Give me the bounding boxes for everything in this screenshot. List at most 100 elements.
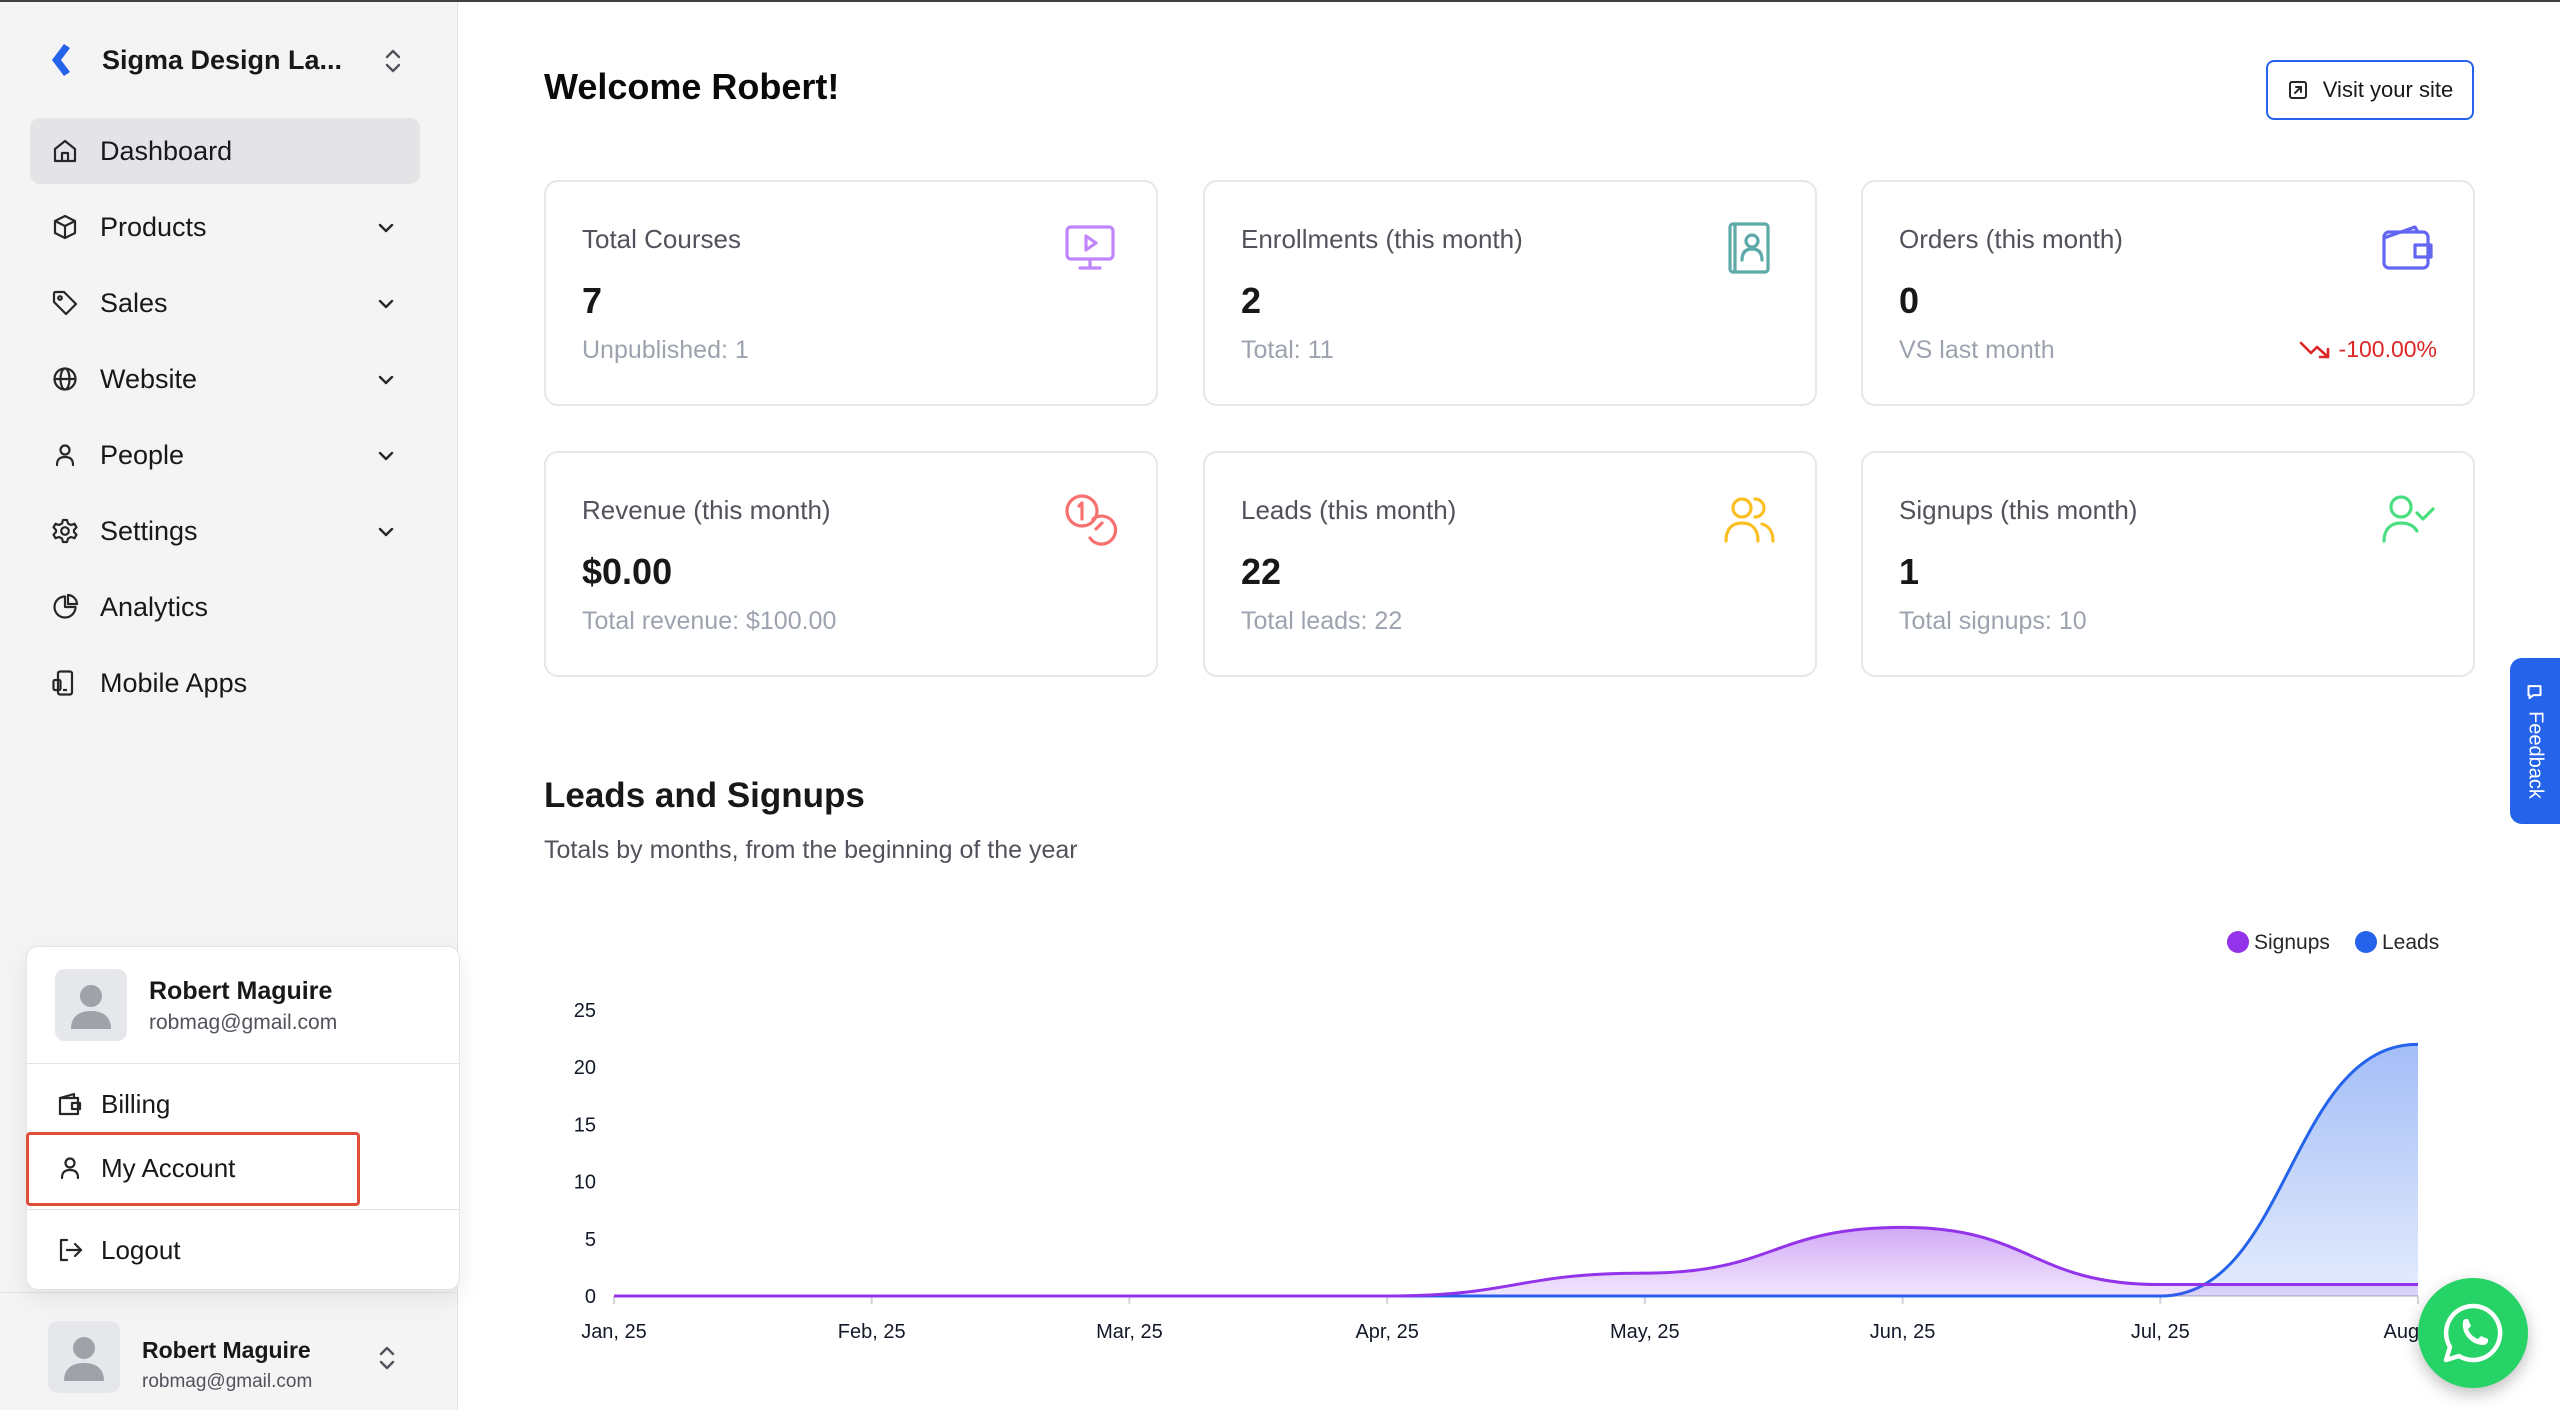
- menu-item-billing[interactable]: Billing: [55, 1079, 375, 1129]
- sidebar-item-sales[interactable]: Sales: [30, 270, 420, 336]
- org-switcher[interactable]: Sigma Design La...: [46, 36, 406, 84]
- sidebar-item-mobile-apps[interactable]: Mobile Apps: [30, 650, 420, 716]
- whatsapp-button[interactable]: [2418, 1278, 2528, 1388]
- menu-item-label: Billing: [101, 1088, 171, 1119]
- avatar-placeholder-icon: [71, 985, 111, 1029]
- card-subtitle: Total signups: 10: [1899, 607, 2087, 635]
- card-title: Signups (this month): [1899, 495, 2138, 525]
- avatar: [55, 969, 127, 1041]
- card-value: 22: [1241, 551, 1282, 592]
- visit-site-button[interactable]: Visit your site: [2266, 60, 2474, 120]
- menu-item-logout[interactable]: Logout: [55, 1225, 375, 1275]
- stat-card-leads: Leads (this month) 22 Total leads: 22: [1203, 451, 1817, 677]
- sidebar-item-label: Settings: [100, 515, 198, 546]
- legend-marker: [2355, 931, 2377, 953]
- feedback-tab[interactable]: Feedback: [2510, 658, 2560, 824]
- user-menu-popup: Robert Maguire robmag@gmail.com Billing …: [26, 946, 460, 1290]
- globe-icon: [53, 367, 77, 391]
- stat-card-revenue: Revenue (this month) $0.00 Total revenue…: [544, 451, 1158, 677]
- monitor-play-icon: [1065, 225, 1115, 270]
- x-tick-label: Mar, 25: [1096, 1321, 1163, 1343]
- sidebar-item-label: Sales: [100, 287, 168, 318]
- chevron-down-icon: [378, 451, 394, 461]
- y-tick-label: 15: [574, 1114, 596, 1136]
- delta-value: -100.00%: [2338, 336, 2437, 362]
- pie-chart-icon: [53, 593, 79, 619]
- menu-item-label: My Account: [101, 1152, 236, 1183]
- external-link-icon: [2288, 81, 2307, 99]
- divider: [27, 1209, 459, 1210]
- box-icon: [53, 214, 77, 240]
- leads-signups-chart: 0 5 10 15 20 25 Jan, 25 Feb, 25 Mar, 25 Apr, 25 Ma…: [574, 931, 2452, 1343]
- card-value: 2: [1241, 280, 1262, 321]
- top-border: [0, 0, 2560, 2]
- card-subtitle: VS last month: [1899, 336, 2055, 364]
- wallet-icon: [58, 1092, 82, 1116]
- y-tick-label: 0: [585, 1286, 596, 1308]
- sidebar-nav: Dashboard Products Sales Website: [30, 118, 420, 726]
- sidebar-item-products[interactable]: Products: [30, 194, 420, 260]
- sidebar-item-website[interactable]: Website: [30, 346, 420, 412]
- mobile-icon: [52, 670, 74, 696]
- card-subtitle: Total: 11: [1241, 336, 1334, 364]
- sidebar-item-settings[interactable]: Settings: [30, 498, 420, 564]
- sidebar-item-dashboard[interactable]: Dashboard: [30, 118, 420, 184]
- stat-card-enrollments: Enrollments (this month) 2 Total: 11: [1203, 180, 1817, 406]
- sidebar-item-label: Products: [100, 211, 207, 242]
- stat-card-signups: Signups (this month) 1 Total signups: 10: [1861, 451, 2475, 677]
- card-subtitle: Total revenue: $100.00: [582, 607, 837, 635]
- visit-site-label: Visit your site: [2322, 77, 2454, 102]
- trending-down-icon: [2299, 341, 2329, 358]
- card-title: Revenue (this month): [582, 495, 831, 525]
- legend-label: Signups: [2254, 931, 2330, 954]
- brand-logo-icon: [52, 44, 70, 76]
- x-tick-label: Feb, 25: [838, 1321, 906, 1343]
- signups-area: [614, 1227, 2418, 1296]
- section-title: Leads and Signups: [544, 776, 865, 815]
- section-subtitle: Totals by months, from the beginning of …: [544, 836, 1078, 864]
- logout-icon: [59, 1238, 83, 1262]
- sidebar-item-label: Website: [100, 363, 198, 394]
- user-name: Robert Maguire: [142, 1337, 311, 1363]
- user-email: robmag@gmail.com: [142, 1371, 313, 1392]
- card-title: Total Courses: [582, 224, 741, 254]
- org-name: Sigma Design La...: [102, 44, 343, 75]
- x-tick-label: Jan, 25: [581, 1321, 647, 1343]
- divider: [27, 1063, 459, 1064]
- user-check-icon: [2382, 495, 2435, 543]
- x-tick-label: Jul, 25: [2131, 1321, 2190, 1343]
- sidebar-item-label: People: [100, 439, 185, 470]
- y-tick-label: 10: [574, 1172, 596, 1194]
- stat-card-orders: Orders (this month) 0 VS last month -100…: [1861, 180, 2475, 406]
- chevron-down-icon: [378, 527, 394, 537]
- user-email: robmag@gmail.com: [149, 1011, 338, 1034]
- stat-card-total-courses: Total Courses 7 Unpublished: 1: [544, 180, 1158, 406]
- sidebar-item-analytics[interactable]: Analytics: [30, 574, 420, 640]
- chat-bubble-icon: [2528, 685, 2542, 700]
- user-switcher[interactable]: Robert Maguire robmag@gmail.com: [0, 1292, 458, 1410]
- menu-item-label: Logout: [101, 1234, 181, 1265]
- card-value: 7: [582, 280, 603, 321]
- chevrons-up-down-icon[interactable]: [374, 1343, 400, 1373]
- sidebar-item-label: Dashboard: [100, 135, 233, 166]
- sidebar-item-people[interactable]: People: [30, 422, 420, 488]
- feedback-label: Feedback: [2524, 711, 2547, 799]
- card-subtitle: Total leads: 22: [1241, 607, 1403, 635]
- signups-line: [614, 1225, 2418, 1298]
- avatar: [48, 1321, 120, 1393]
- whatsapp-icon: [2443, 1303, 2503, 1363]
- menu-item-my-account[interactable]: My Account: [55, 1143, 375, 1193]
- card-value: $0.00: [582, 551, 673, 592]
- sidebar-item-label: Mobile Apps: [100, 667, 248, 698]
- chevron-down-icon: [378, 223, 394, 233]
- user-icon: [55, 444, 75, 467]
- card-title: Leads (this month): [1241, 495, 1457, 525]
- avatar-placeholder-icon: [64, 1337, 104, 1381]
- user-name: Robert Maguire: [149, 977, 333, 1005]
- home-icon: [53, 139, 77, 163]
- card-value: 1: [1899, 551, 1920, 592]
- x-tick-label: May, 25: [1610, 1321, 1680, 1343]
- chevrons-up-down-icon[interactable]: [380, 46, 406, 76]
- x-tick-label: Apr, 25: [1355, 1321, 1418, 1343]
- trend-delta: -100.00%: [2299, 336, 2437, 363]
